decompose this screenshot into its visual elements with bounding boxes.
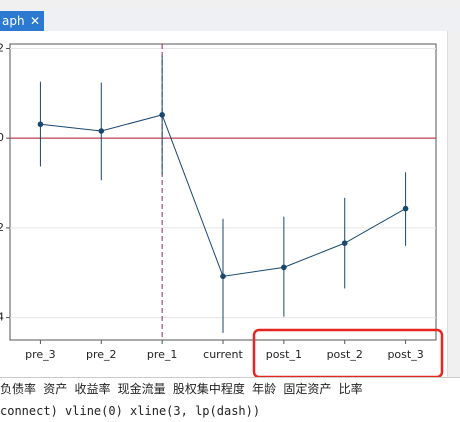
x-tick-label: current (203, 348, 243, 361)
command-line: connect) vline(0) xline(3, lp(dash)) (0, 404, 261, 418)
point (341, 240, 348, 246)
point (220, 273, 226, 280)
x-tick-label: post_1 (266, 348, 302, 361)
x-tick-label: post_2 (327, 348, 363, 361)
y-tick-label: -0.2 (0, 221, 4, 234)
tab-close[interactable]: ✕ (30, 14, 41, 28)
point (281, 264, 287, 271)
y-tick-label: 0 (0, 131, 4, 144)
graph-window: 0.2 0 -0.2 -0.4 pre_3 pre_2 pre_1 current post_1… (0, 31, 447, 379)
x-tick-label: pre_3 (25, 348, 56, 361)
scrollbar[interactable] (447, 31, 460, 377)
graph-tab[interactable]: aph ✕ (0, 11, 44, 31)
y-tick-label: -0.4 (0, 311, 4, 324)
y-tick-label: 0.2 (0, 41, 4, 54)
command-text: 负债率 资产 收益率 现金流量 股权集中程度 年龄 固定资产 比率 connec… (0, 377, 460, 422)
x-tick-label: pre_2 (86, 348, 117, 361)
tab-bar: aph ✕ (0, 9, 460, 32)
x-tick-label: post_3 (387, 348, 423, 361)
tab-title: aph (2, 14, 25, 28)
point (159, 112, 165, 118)
chart: 0.2 0 -0.2 -0.4 pre_3 pre_2 pre_1 current post_1… (0, 41, 444, 379)
x-tick-label: pre_1 (147, 348, 178, 361)
point (98, 128, 105, 134)
command-line: 负债率 资产 收益率 现金流量 股权集中程度 年龄 固定资产 比率 (0, 382, 363, 396)
point (402, 205, 409, 212)
point (37, 121, 44, 128)
